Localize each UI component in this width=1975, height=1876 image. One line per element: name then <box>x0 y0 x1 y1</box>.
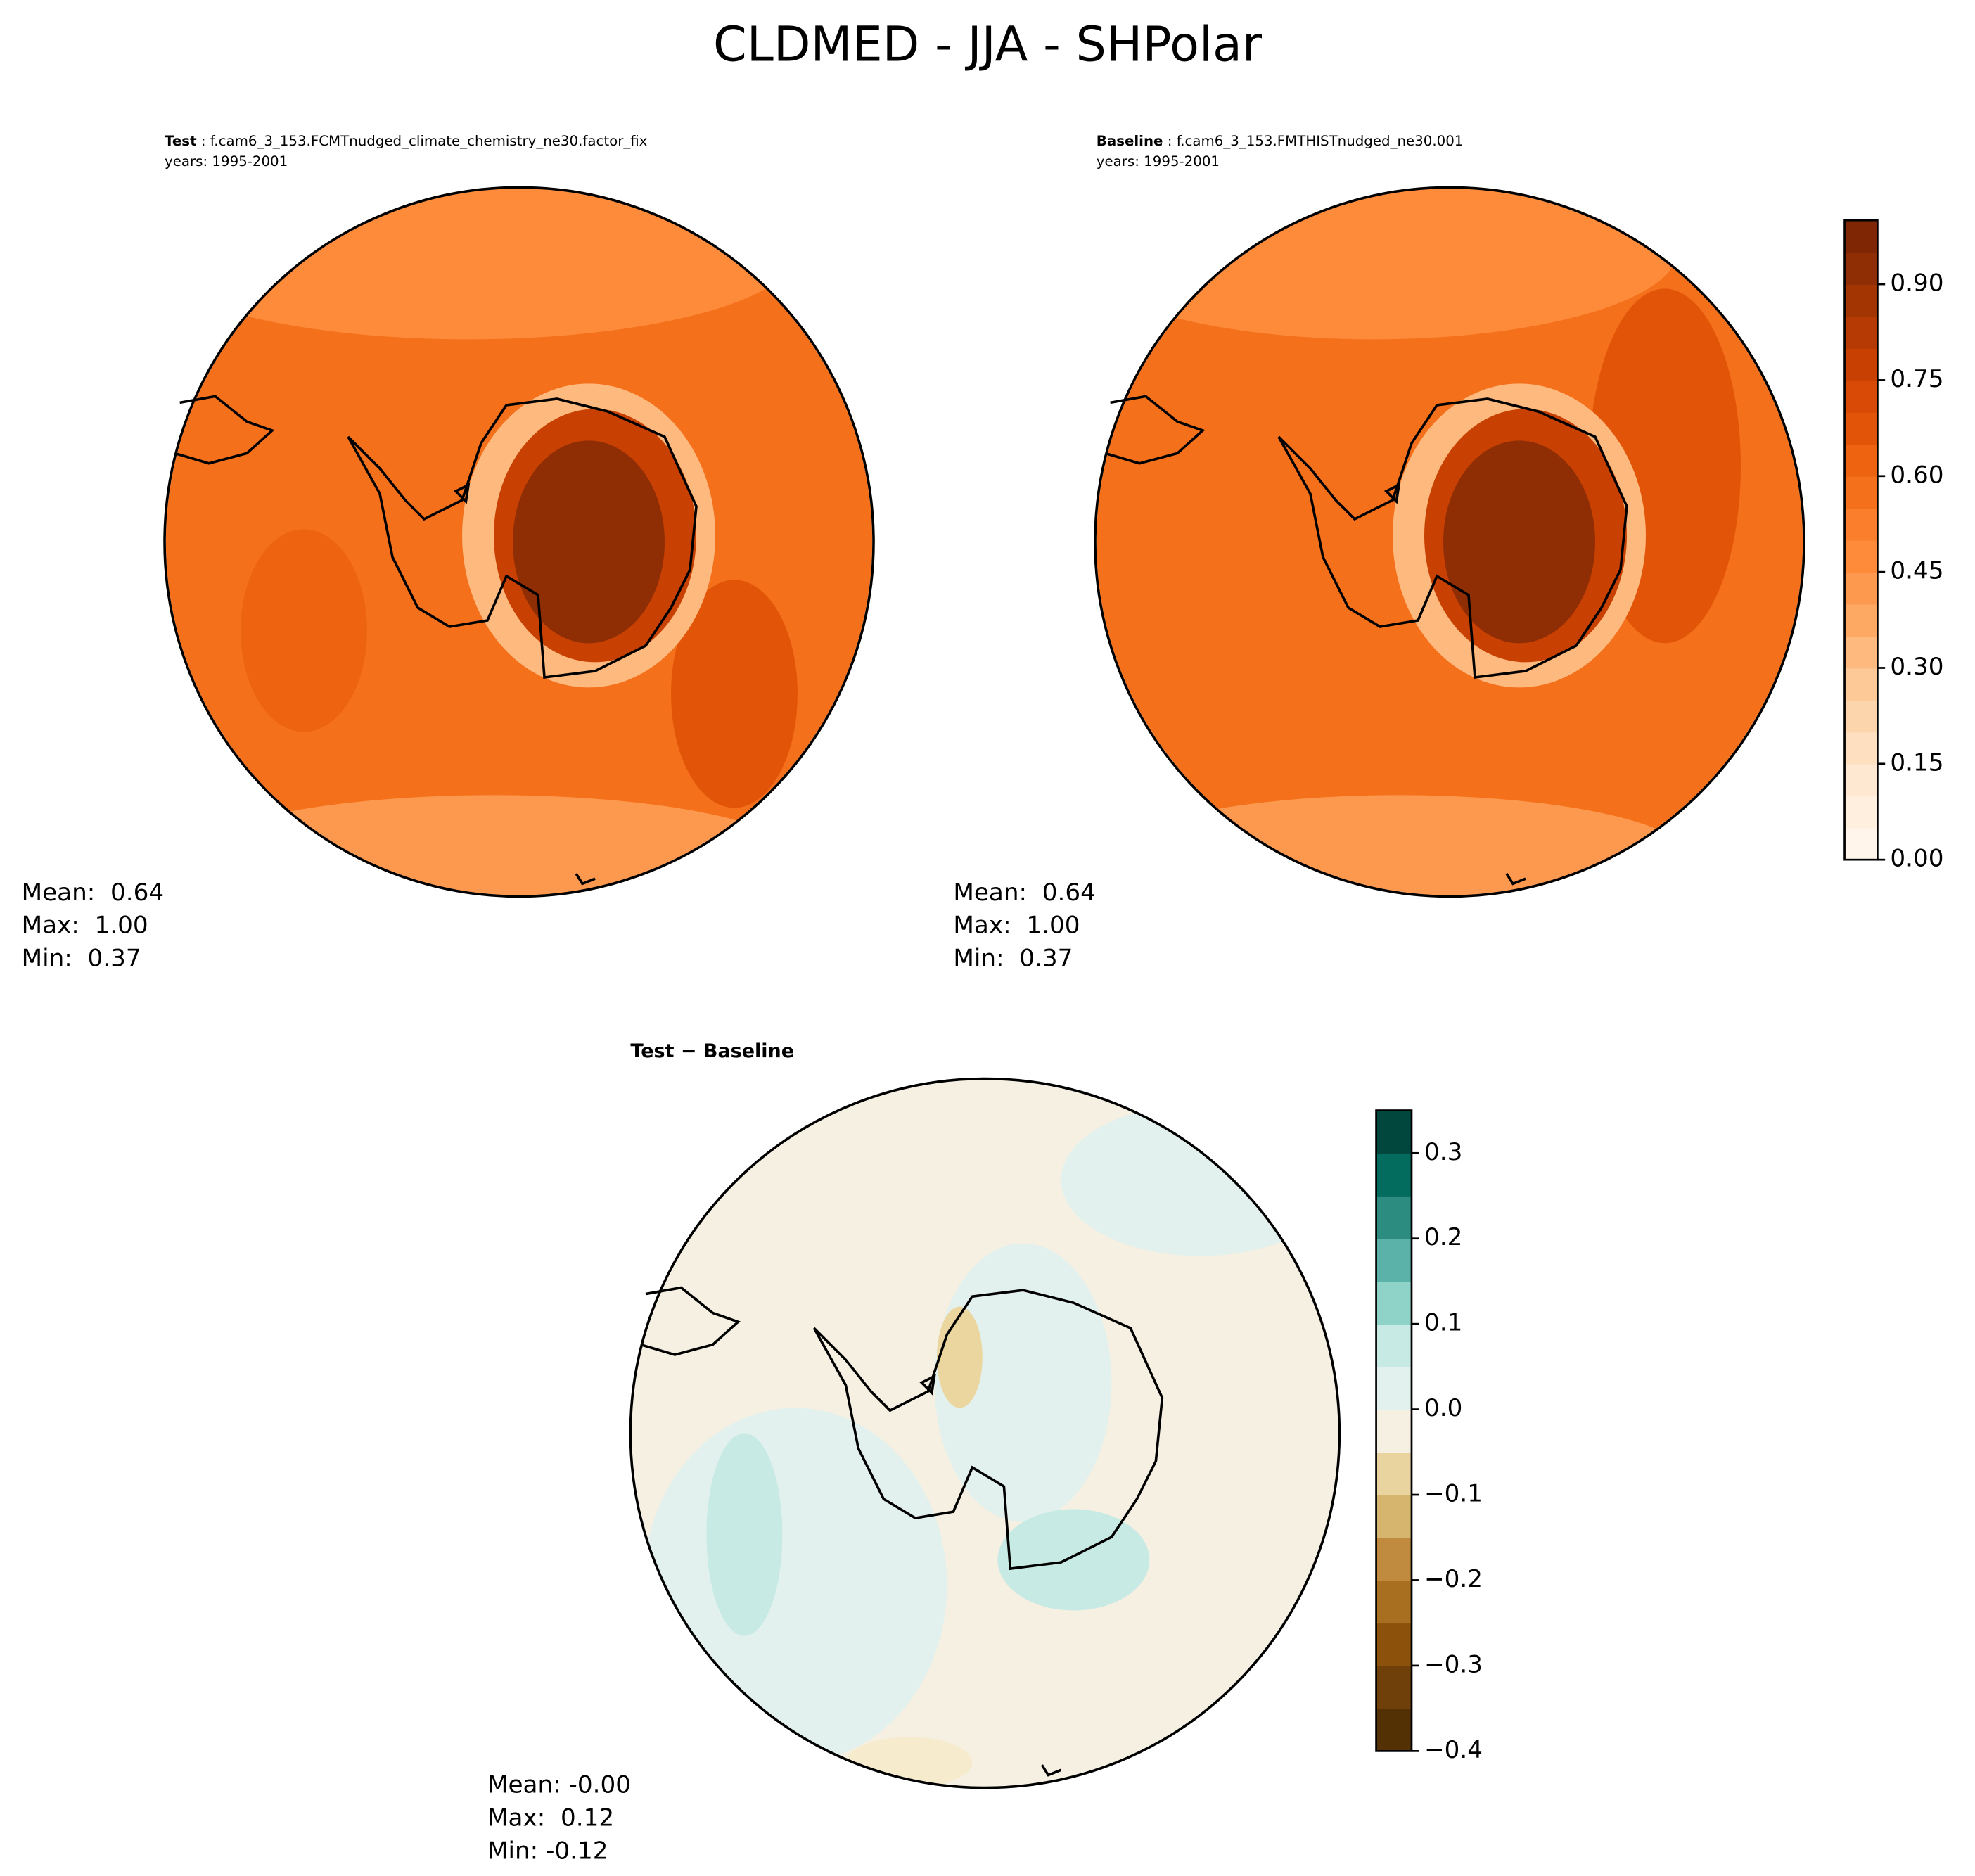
stat: Mean: 0.64 <box>22 879 165 907</box>
stat: Min: -0.12 <box>487 1837 608 1865</box>
panel-title: Test : f.cam6_3_153.FCMTnudged_climate_c… <box>165 133 648 149</box>
map-field <box>671 580 798 808</box>
map-field <box>513 440 665 644</box>
colorbar-segment <box>1376 1238 1412 1282</box>
colorbar-tick-label: 0.1 <box>1424 1309 1462 1337</box>
colorbar-segment <box>1844 347 1878 381</box>
colorbar-tick-label: 0.30 <box>1890 653 1943 681</box>
colorbar-tick-label: 0.15 <box>1890 748 1943 777</box>
colorbar-segment <box>1844 668 1878 701</box>
colorbar-tick-label: 0.00 <box>1890 845 1943 873</box>
colorbar-segment <box>1844 636 1878 669</box>
panel-title: Test − Baseline <box>630 1040 794 1062</box>
stat: Min: 0.37 <box>22 944 141 972</box>
colorbar-segment <box>1844 763 1878 797</box>
colorbar-segment <box>1376 1537 1412 1581</box>
stat: Max: 0.12 <box>487 1804 614 1832</box>
colorbar-segment <box>1844 796 1878 829</box>
map-field <box>934 1243 1112 1522</box>
map-field <box>643 1408 947 1763</box>
colorbar-segment <box>1376 1665 1412 1709</box>
map-field <box>1061 1104 1338 1256</box>
colorbar-tick-label: 0.0 <box>1424 1394 1462 1422</box>
stat: Max: 1.00 <box>22 912 148 940</box>
colorbar-segment <box>1376 1324 1412 1367</box>
colorbar-segment <box>1844 699 1878 733</box>
map-field <box>997 1509 1150 1611</box>
colorbar-segment <box>1844 827 1878 861</box>
colorbar-tick-label: 0.75 <box>1890 365 1943 393</box>
map-border <box>629 1077 1341 1789</box>
colorbar-segment <box>1844 508 1878 541</box>
colorbar-tick-label: −0.3 <box>1424 1650 1483 1678</box>
colorbar-segment <box>1844 444 1878 477</box>
map-border <box>163 186 875 898</box>
colorbar-segment <box>1844 540 1878 573</box>
colorbar-segment <box>1844 476 1878 509</box>
map-field <box>1107 795 1690 895</box>
colorbar-tick-label: −0.1 <box>1424 1480 1483 1508</box>
colorbar-tick-label: −0.2 <box>1424 1565 1483 1593</box>
map-field <box>241 529 368 732</box>
colorbar-tick-label: 0.2 <box>1424 1223 1462 1251</box>
colorbar-segment <box>1844 284 1878 317</box>
colorbar-frame <box>1375 1109 1413 1752</box>
colorbar-segment <box>1376 1366 1412 1410</box>
colorbar-segment <box>1376 1153 1412 1197</box>
colorbar-tick-label: −0.4 <box>1424 1736 1483 1764</box>
colorbar-segment <box>1844 411 1878 445</box>
colorbar-segment <box>1376 1708 1412 1752</box>
colorbar-segment <box>1376 1409 1412 1453</box>
map <box>629 1077 1341 1789</box>
stat: Mean: 0.64 <box>953 879 1096 907</box>
panel-title-text: : f.cam6_3_153.FCMTnudged_climate_chemis… <box>197 133 648 149</box>
map <box>163 186 875 898</box>
colorbar-segment <box>1844 316 1878 349</box>
colorbar-tick-label: 0.90 <box>1890 269 1943 298</box>
colorbar-segment <box>1844 604 1878 637</box>
map-border <box>1094 186 1805 898</box>
stat: Max: 1.00 <box>953 912 1080 940</box>
colorbar-segment <box>1376 1452 1412 1495</box>
map-field <box>937 1306 983 1408</box>
colorbar-segment <box>1376 1110 1412 1154</box>
colorbar-segment <box>1376 1623 1412 1666</box>
panel-years: years: 1995-2001 <box>1097 153 1220 170</box>
colorbar-tick-label: 0.45 <box>1890 557 1943 585</box>
figure-title: CLDMED - JJA - SHPolar <box>713 17 1263 72</box>
map <box>1094 186 1805 898</box>
colorbar-segment <box>1844 220 1878 253</box>
colorbar-frame <box>1843 219 1879 861</box>
map-field <box>706 1433 783 1636</box>
colorbar-segment <box>1844 252 1878 285</box>
map-field <box>165 189 798 340</box>
colorbar-segment <box>1844 572 1878 605</box>
stat: Mean: -0.00 <box>487 1771 631 1799</box>
colorbar-segment <box>1844 732 1878 765</box>
colorbar-tick-label: 0.60 <box>1890 461 1943 489</box>
stat: Min: 0.37 <box>953 944 1073 972</box>
panel-title-text: : f.cam6_3_153.FMTHISTnudged_ne30.001 <box>1163 133 1463 149</box>
colorbar-segment <box>1844 380 1878 413</box>
colorbar-segment <box>1376 1580 1412 1624</box>
map-field <box>1443 440 1595 644</box>
colorbar-segment <box>1376 1196 1412 1239</box>
panel-title-bold: Test <box>165 133 197 149</box>
colorbar-segment <box>1376 1281 1412 1325</box>
map-field <box>1096 189 1677 340</box>
panel-title: Baseline : f.cam6_3_153.FMTHISTnudged_ne… <box>1097 133 1464 149</box>
colorbar-segment <box>1376 1495 1412 1538</box>
panel-title-bold: Baseline <box>1097 133 1163 149</box>
colorbar-tick-label: 0.3 <box>1424 1138 1462 1166</box>
map-field <box>190 795 798 895</box>
panel-years: years: 1995-2001 <box>165 153 288 170</box>
